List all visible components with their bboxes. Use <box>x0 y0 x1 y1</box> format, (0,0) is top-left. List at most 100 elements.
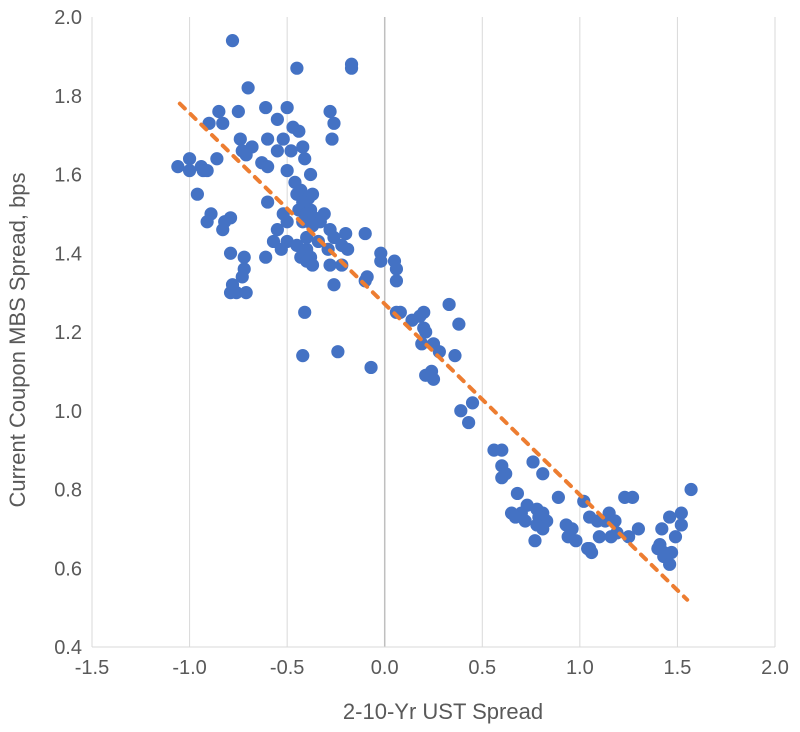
data-point <box>495 471 509 485</box>
data-point <box>374 254 388 268</box>
data-point <box>280 163 294 178</box>
data-point <box>239 286 253 300</box>
x-tick-label: -1.0 <box>172 657 206 679</box>
data-point <box>280 100 294 115</box>
data-point <box>327 116 341 130</box>
data-point <box>325 132 339 146</box>
x-axis-title: 2-10-Yr UST Spread <box>343 699 543 724</box>
y-axis-title: Current Coupon MBS Spread, bps <box>5 172 30 507</box>
data-point <box>280 215 294 229</box>
x-tick-label: -0.5 <box>270 657 304 679</box>
data-point <box>259 100 273 115</box>
data-point <box>344 61 359 75</box>
data-point <box>604 530 618 544</box>
data-point <box>452 317 466 331</box>
y-tick-label: 0.6 <box>54 558 82 580</box>
data-point <box>526 455 540 469</box>
data-point <box>341 242 355 256</box>
data-points <box>171 34 698 571</box>
trendline <box>177 101 690 602</box>
gridlines <box>91 17 776 648</box>
data-point <box>569 534 583 548</box>
data-point <box>518 514 532 528</box>
data-point <box>536 467 550 481</box>
x-tick-label: 1.0 <box>566 657 594 679</box>
data-point <box>296 140 310 154</box>
data-point <box>389 274 404 288</box>
data-point <box>237 250 251 264</box>
data-point <box>663 510 677 524</box>
data-point <box>296 349 310 363</box>
data-point <box>592 530 606 544</box>
data-point <box>259 250 273 264</box>
data-point <box>462 415 476 430</box>
data-point <box>323 258 337 272</box>
data-point <box>339 226 353 241</box>
data-point <box>364 360 378 375</box>
data-point <box>389 262 404 276</box>
y-tick-label: 1.4 <box>54 243 82 265</box>
data-point <box>261 195 275 209</box>
data-point <box>298 152 312 166</box>
data-point <box>290 61 304 75</box>
data-point <box>584 545 599 560</box>
data-point <box>674 518 688 532</box>
data-point <box>358 226 372 241</box>
data-point <box>239 148 253 162</box>
data-point <box>190 187 204 201</box>
data-point <box>182 163 197 178</box>
data-point <box>389 305 404 319</box>
y-tick-label: 0.8 <box>54 480 82 502</box>
data-point <box>182 152 197 166</box>
data-point <box>233 132 247 146</box>
y-tick-label: 1.2 <box>54 322 82 344</box>
data-point <box>465 396 480 410</box>
data-point <box>303 167 318 182</box>
data-point <box>276 132 290 146</box>
data-point <box>663 557 677 571</box>
data-point <box>235 270 249 284</box>
data-point <box>231 104 245 119</box>
data-point <box>668 530 683 544</box>
data-point <box>327 278 341 292</box>
data-point <box>292 124 306 138</box>
y-tick-label: 1.0 <box>54 401 82 423</box>
data-point <box>674 506 688 520</box>
data-point <box>261 160 275 174</box>
data-point <box>323 104 337 119</box>
x-tick-label: 1.5 <box>664 657 692 679</box>
data-point <box>454 404 468 418</box>
data-point <box>448 349 462 363</box>
data-point <box>684 482 698 497</box>
data-point <box>171 160 185 174</box>
data-point <box>241 81 255 95</box>
x-tick-label: 2.0 <box>761 657 789 679</box>
data-point <box>200 215 214 229</box>
data-point <box>270 112 284 126</box>
data-point <box>415 337 429 351</box>
data-point <box>331 345 345 359</box>
data-point <box>495 443 509 457</box>
data-point <box>419 325 433 339</box>
data-point <box>631 522 646 536</box>
x-tick-label: -1.5 <box>75 657 109 679</box>
data-point <box>212 104 226 119</box>
x-tick-label: 0.0 <box>371 657 399 679</box>
data-point <box>335 258 349 272</box>
data-point <box>298 305 312 319</box>
data-point <box>270 144 284 158</box>
data-point <box>225 34 240 48</box>
data-point <box>625 490 640 504</box>
data-point <box>536 522 550 536</box>
y-tick-label: 0.4 <box>54 637 82 659</box>
x-tick-label: 0.5 <box>468 657 496 679</box>
data-point <box>528 534 542 548</box>
data-point <box>510 486 525 501</box>
tick-labels: -1.5 -1.0 -0.5 0.0 0.5 1.0 1.5 2.0 0.4 0.6 0.8 1.0 1… <box>54 7 789 679</box>
data-point <box>223 246 238 260</box>
data-point <box>200 163 214 178</box>
data-point <box>551 490 565 504</box>
y-tick-label: 1.8 <box>54 86 82 108</box>
data-point <box>270 223 284 237</box>
